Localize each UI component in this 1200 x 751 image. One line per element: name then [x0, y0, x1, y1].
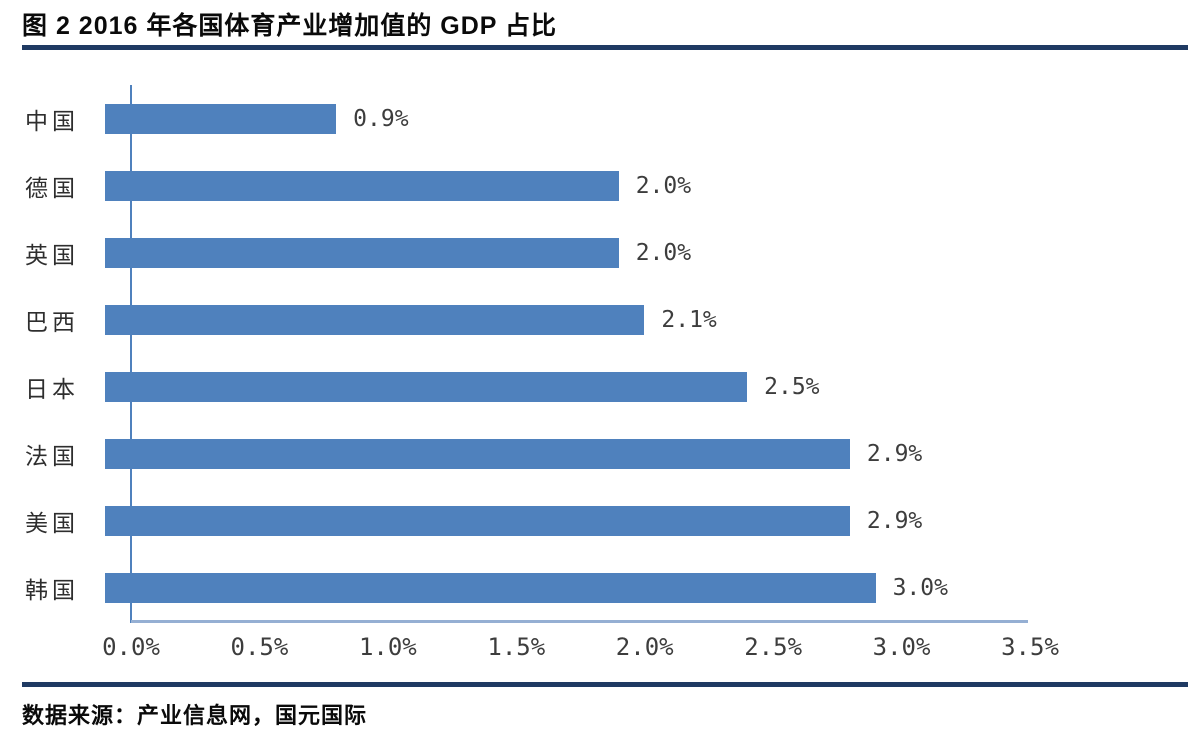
bar-value-label: 2.0% [635, 172, 692, 199]
x-tick-label: 3.5% [1001, 633, 1059, 661]
chart-row: 美国 2.9% [22, 488, 1032, 555]
category-label: 法国 [25, 444, 79, 470]
bar-track: 2.5% [105, 372, 1004, 403]
y-axis-line [130, 85, 132, 623]
x-tick-label: 2.5% [744, 633, 803, 661]
category-label: 中国 [25, 108, 79, 134]
bar-chart-rows: 中国 0.9% 德国 2.0% 英国 2.0% 巴西 2.1% 日本 2.5% 法国 2.9% 美国 2.… [22, 85, 1032, 622]
x-axis-baseline [131, 620, 1028, 623]
bar-value-label: 2.1% [661, 306, 717, 333]
category-label: 德国 [25, 175, 79, 201]
title-rule [22, 45, 1188, 50]
bar [105, 170, 619, 201]
bar [105, 573, 876, 604]
bar [105, 103, 337, 134]
chart-title: 图 2 2016 年各国体育产业增加值的 GDP 占比 [22, 12, 557, 40]
x-tick-label: 1.0% [358, 633, 417, 661]
chart-row: 巴西 2.1% [22, 286, 1032, 353]
bar-track: 2.9% [105, 439, 1004, 470]
x-axis-tick-labels: 0.0% 0.5% 1.0% 1.5% 2.0% 2.5% 3.0% 3.5% [102, 633, 1059, 665]
x-tick-label: 1.5% [487, 633, 546, 661]
chart-row: 韩国 3.0% [22, 555, 1032, 622]
category-label: 韩国 [25, 578, 79, 604]
bar-value-label: 2.9% [866, 508, 923, 535]
bar [105, 237, 619, 268]
chart-row: 中国 0.9% [22, 85, 1032, 152]
category-label: 巴西 [25, 309, 79, 335]
bar-value-label: 3.0% [892, 575, 948, 602]
bar-value-label: 2.0% [635, 239, 692, 266]
bar-value-label: 2.9% [866, 441, 923, 468]
bar [105, 506, 850, 537]
category-label: 美国 [25, 511, 79, 537]
bar-track: 3.0% [105, 573, 1004, 604]
bar-track: 2.1% [105, 304, 1004, 335]
category-label: 英国 [25, 242, 79, 268]
x-tick-label: 0.0% [102, 633, 160, 661]
bar [105, 304, 645, 335]
bar-track: 2.0% [105, 237, 1004, 268]
x-tick-label: 3.0% [872, 633, 931, 661]
chart-row: 法国 2.9% [22, 421, 1032, 488]
bar [105, 372, 748, 403]
category-label: 日本 [25, 377, 79, 403]
chart-row: 英国 2.0% [22, 219, 1032, 286]
chart-row: 日本 2.5% [22, 354, 1032, 421]
data-source-text: 数据来源：产业信息网，国元国际 [22, 703, 368, 728]
bar-value-label: 0.9% [353, 105, 409, 132]
bar-track: 0.9% [105, 103, 1004, 134]
bar-value-label: 2.5% [764, 374, 820, 401]
x-tick-label: 0.5% [230, 633, 289, 661]
bar-track: 2.9% [105, 506, 1004, 537]
bar-track: 2.0% [105, 170, 1004, 201]
bar [105, 439, 850, 470]
footer-rule [22, 682, 1188, 687]
chart-row: 德国 2.0% [22, 152, 1032, 219]
x-tick-label: 2.0% [615, 633, 674, 661]
